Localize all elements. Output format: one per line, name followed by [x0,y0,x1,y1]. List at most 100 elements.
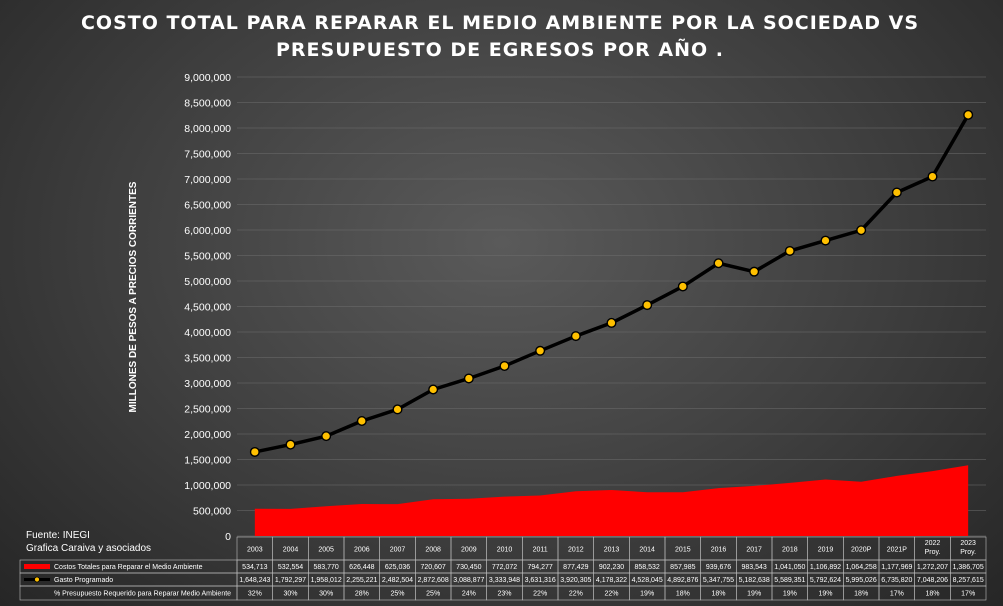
y-tick-label: 2,500,000 [184,404,231,416]
data-label: 25% [426,591,440,598]
data-label: 5,182,638 [739,577,770,584]
source-note: Fuente: INEGI Grafica Caraiva y asociado… [26,530,151,554]
category-label: 2020P [851,547,872,554]
y-tick-label: 5,500,000 [184,251,231,263]
data-label: 1,177,969 [881,564,912,571]
y-tick-label: 7,000,000 [184,174,231,186]
data-label: 1,648,243 [239,577,270,584]
data-label: 1,041,050 [774,564,805,571]
data-label: 4,528,045 [632,577,663,584]
data-label: 18% [676,591,690,598]
category-label: 2017 [746,547,762,554]
data-label: 858,532 [635,564,660,571]
data-label: 6,735,820 [881,577,912,584]
data-label: 730,450 [456,564,481,571]
category-label: 2010 [497,547,513,554]
y-tick-label: 3,500,000 [184,353,231,365]
legend-label: Gasto Programado [54,577,113,584]
data-label: 5,347,755 [703,577,734,584]
data-label: 24% [462,591,476,598]
point-gasto-programado [606,317,617,328]
data-label: 1,386,705 [953,564,984,571]
category-label: 2013 [604,547,620,554]
category-label: 2023 [960,540,976,547]
legend-key-gasto-marker [34,576,40,583]
legend-key-costos [24,564,50,569]
category-label: 2018 [782,547,798,554]
data-label: 1,272,207 [917,564,948,571]
data-label: 3,333,948 [489,577,520,584]
data-label: 626,448 [349,564,374,571]
data-label: 22% [569,591,583,598]
source-line-2: Grafica Caraiva y asociados [26,543,151,554]
y-tick-label: 4,000,000 [184,327,231,339]
legend-label: Costos Totales para Reparar el Medio Amb… [54,564,203,571]
y-tick-label: 7,500,000 [184,149,231,161]
point-gasto-programado [570,331,581,342]
area-costos-totales [254,465,969,536]
data-label: 5,995,026 [846,577,877,584]
legend-label: % Presupuesto Requerido para Reparar Med… [54,591,231,598]
data-label: 534,713 [242,564,267,571]
data-label: 3,920,305 [560,577,591,584]
y-tick-label: 3,000,000 [184,378,231,390]
data-label: 19% [818,591,832,598]
chart-title: COSTO TOTAL PARA REPARAR EL MEDIO AMBIEN… [81,12,919,61]
table-row-header [19,572,238,587]
line-series [249,109,974,457]
data-label: 25% [390,591,404,598]
y-tick-label: 6,000,000 [184,225,231,237]
point-gasto-programado [249,446,260,457]
data-label: 1,064,258 [846,564,877,571]
category-label: 2009 [461,547,477,554]
category-label: 2011 [533,547,548,554]
data-label: 32% [248,591,262,598]
category-label: 2005 [318,547,334,554]
data-label: 3,088,877 [453,577,484,584]
data-table: 2003 2004 2005 2006 2007 2008 2009 2010 2011 2012… [19,536,987,601]
data-label: 5,589,351 [774,577,805,584]
data-label: 28% [355,591,369,598]
data-label: 2,482,504 [382,577,413,584]
data-label: 4,178,322 [596,577,627,584]
table-cell [950,585,987,601]
point-gasto-programado [535,345,546,356]
data-label: 3,631,316 [525,577,556,584]
y-tick-label: 4,500,000 [184,302,231,314]
data-label: 4,892,876 [667,577,698,584]
y-axis-ticks: 0 500,000 1,000,000 1,500,000 2,000,000 2,500… [184,72,231,543]
point-gasto-programado [891,187,902,198]
category-label: 2012 [568,547,584,554]
point-gasto-programado [820,235,831,246]
category-label: 2008 [425,547,441,554]
data-label: 17% [890,591,904,598]
data-label: 30% [283,591,297,598]
point-gasto-programado [784,245,795,256]
category-label: 2021P [887,547,908,554]
point-gasto-programado [428,384,439,395]
y-tick-label: 9,000,000 [184,72,231,84]
y-tick-label: 6,500,000 [184,200,231,212]
chart-title-line-1: COSTO TOTAL PARA REPARAR EL MEDIO AMBIEN… [81,12,919,34]
point-gasto-programado [642,300,653,311]
y-tick-label: 8,000,000 [184,123,231,135]
data-label: 18% [711,591,725,598]
y-tick-label: 0 [225,531,231,543]
category-label: 2004 [283,547,299,554]
category-label: 2019 [818,547,834,554]
data-label: 19% [747,591,761,598]
point-gasto-programado [677,281,688,292]
data-label: 902,230 [599,564,624,571]
y-tick-label: 500,000 [193,506,231,518]
data-label: 794,277 [528,564,553,571]
chart-title-line-2: PRESUPUESTO DE EGRESOS POR AÑO . [276,37,724,61]
point-gasto-programado [356,415,367,426]
data-label: 939,676 [706,564,731,571]
data-label: 22% [604,591,618,598]
point-gasto-programado [713,258,724,269]
data-label: 625,036 [385,564,410,571]
data-label: 18% [925,591,939,598]
data-label: 5,792,624 [810,577,841,584]
y-axis-label: MILLONES DE PESOS A PRECIOS CORRIENTES [128,181,139,412]
